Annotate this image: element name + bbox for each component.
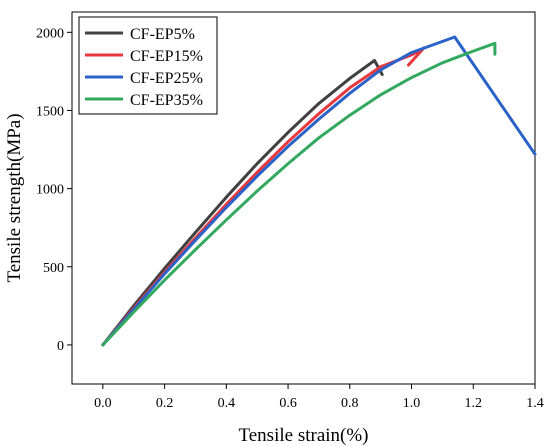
x-tick-label: 0.2	[156, 396, 174, 411]
y-tick-label: 1000	[36, 183, 64, 198]
series-line-2	[101, 35, 537, 347]
x-tick-label: 0.0	[94, 396, 112, 411]
plot-area: 0.0 0.2 0.4 0.6 0.8 1.0 1.2 1.4 0 500 1000 1500 200…	[36, 11, 544, 411]
x-tick-label: 1.4	[526, 396, 544, 411]
series-line-3	[101, 41, 497, 347]
y-axis-title: Tensile strength(MPa)	[4, 113, 25, 282]
series-layer	[101, 35, 537, 347]
x-axis-title: Tensile strain(%)	[238, 425, 368, 446]
legend-label-3: CF-EP35%	[130, 92, 203, 109]
y-tick-label: 1500	[36, 104, 64, 119]
legend: CF-EP5% CF-EP15% CF-EP25% CF-EP35%	[78, 16, 218, 115]
y-tick-label: 2000	[36, 26, 64, 41]
legend-label-2: CF-EP25%	[130, 70, 203, 87]
series-line-0	[101, 59, 384, 347]
y-tick-label: 500	[43, 261, 64, 276]
x-tick-label: 0.6	[279, 396, 297, 411]
axes-frame	[71, 11, 536, 385]
x-tick-label: 0.4	[218, 396, 236, 411]
legend-label-0: CF-EP5%	[130, 26, 195, 43]
legend-label-1: CF-EP15%	[130, 48, 203, 65]
y-ticks: 0 500 1000 1500 2000	[36, 26, 72, 354]
x-ticks: 0.0 0.2 0.4 0.6 0.8 1.0 1.2 1.4	[94, 384, 544, 411]
x-tick-label: 1.2	[465, 396, 483, 411]
x-tick-label: 1.0	[403, 396, 421, 411]
x-tick-label: 0.8	[341, 396, 359, 411]
y-tick-label: 0	[57, 339, 64, 354]
